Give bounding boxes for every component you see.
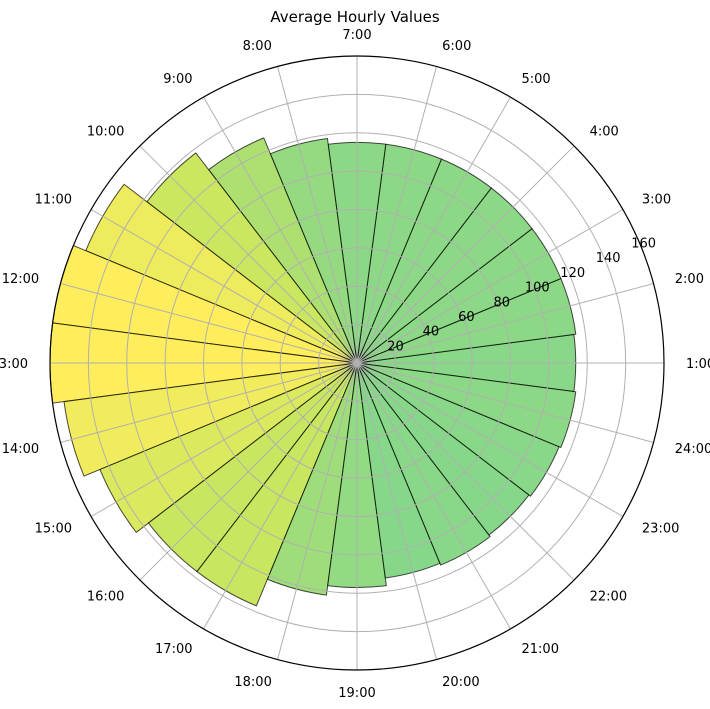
angular-label-2:00: 2:00 [675,272,704,287]
angular-label-11:00: 11:00 [35,193,72,208]
angular-label-7:00: 7:00 [342,28,371,43]
angular-label-13:00: 13:00 [0,357,28,372]
angular-gridline-24:00 [356,362,654,443]
radial-label-120: 120 [560,266,585,281]
outer-frame [49,55,665,671]
angular-gridline-8:00 [277,66,358,364]
angular-label-5:00: 5:00 [522,72,551,87]
angular-gridline-12:00 [60,283,358,364]
angular-gridline-17:00 [203,362,358,630]
chart-title: Average Hourly Values [270,8,439,26]
radial-label-20: 20 [387,339,404,354]
angular-gridline-14:00 [60,362,358,443]
radial-label-140: 140 [596,251,621,266]
radial-label-40: 40 [423,325,440,340]
radial-label-80: 80 [494,295,511,310]
angular-label-6:00: 6:00 [442,39,471,54]
angular-gridline-10:00 [139,145,358,364]
angular-gridline-15:00 [90,362,358,517]
angular-gridline-23:00 [356,362,624,517]
angular-gridline-22:00 [356,362,575,581]
angular-label-10:00: 10:00 [87,124,124,139]
radial-labels: 20 40 60 80 100 120 140 160 [387,237,656,355]
radial-label-160: 160 [631,237,656,252]
angular-label-23:00: 23:00 [642,522,679,537]
angular-gridline-20:00 [356,362,437,660]
angular-gridline-9:00 [203,96,358,364]
grid-layer [49,55,665,671]
angular-gridline-4:00 [356,145,575,364]
angular-label-14:00: 14:00 [2,442,39,457]
angular-label-19:00: 19:00 [338,686,375,701]
angular-label-17:00: 17:00 [155,642,192,657]
angular-label-3:00: 3:00 [642,193,671,208]
radial-label-100: 100 [525,281,550,296]
angular-gridline-3:00 [356,209,624,364]
angular-gridline-6:00 [356,66,437,364]
angular-label-20:00: 20:00 [442,675,479,690]
angular-gridline-18:00 [277,362,358,660]
angular-label-16:00: 16:00 [87,590,124,605]
angular-gridline-16:00 [139,362,358,581]
angular-gridline-2:00 [356,283,654,364]
angular-label-1:00: 1:00 [686,357,710,372]
angular-labels: 1:00 2:00 3:00 4:00 5:00 6:00 7:00 8:00 9:00 10:0… [0,28,710,701]
angular-label-15:00: 15:00 [35,522,72,537]
angular-label-4:00: 4:00 [590,124,619,139]
angular-gridline-21:00 [356,362,511,630]
bars-layer [49,137,577,607]
angular-label-18:00: 18:00 [234,675,271,690]
angular-label-9:00: 9:00 [163,72,192,87]
angular-gridline-11:00 [90,209,358,364]
angular-label-21:00: 21:00 [522,642,559,657]
radial-label-60: 60 [458,310,475,325]
angular-label-22:00: 22:00 [590,590,627,605]
angular-label-24:00: 24:00 [675,442,710,457]
angular-label-8:00: 8:00 [243,39,272,54]
angular-label-12:00: 12:00 [2,272,39,287]
angular-gridline-5:00 [356,96,511,364]
